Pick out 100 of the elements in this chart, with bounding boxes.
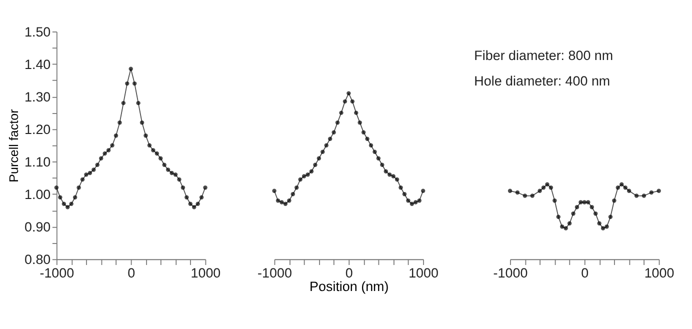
point <box>656 188 661 193</box>
point <box>586 200 590 204</box>
point <box>361 130 366 134</box>
point <box>158 156 163 160</box>
point <box>358 120 362 125</box>
x-tick-label: 0 <box>581 266 589 281</box>
point <box>394 177 400 182</box>
point <box>136 100 140 106</box>
point <box>177 177 182 182</box>
y-tick-label: 1.40 <box>24 56 51 72</box>
point <box>578 200 583 204</box>
point <box>324 143 328 148</box>
point <box>184 195 189 200</box>
point <box>316 156 322 160</box>
y-tick-label: 1.00 <box>24 187 51 202</box>
point <box>620 182 624 186</box>
y-axis-title: Purcell factor <box>7 109 22 182</box>
point <box>290 192 295 196</box>
x-tick-label: -1000 <box>493 266 528 281</box>
point <box>188 202 192 206</box>
point <box>600 226 606 230</box>
point <box>574 205 580 210</box>
x-tick-label: -1000 <box>40 266 74 281</box>
point <box>306 172 310 177</box>
y-tick-label: 1.10 <box>24 154 51 170</box>
point <box>548 186 554 190</box>
point <box>380 162 384 167</box>
point <box>332 130 336 134</box>
point <box>552 198 557 203</box>
x-tick-label: 0 <box>128 266 136 281</box>
point <box>346 91 351 96</box>
point <box>76 186 81 190</box>
point <box>608 214 613 219</box>
point <box>302 174 306 178</box>
point <box>420 188 426 193</box>
point <box>590 205 594 210</box>
point <box>342 99 348 104</box>
x-tick-label: 1000 <box>644 266 674 281</box>
point <box>166 168 170 172</box>
point <box>88 170 92 176</box>
point <box>604 224 609 229</box>
y-tick-label: 1.20 <box>24 122 51 138</box>
point <box>69 202 74 206</box>
point <box>147 143 152 148</box>
point <box>593 212 598 216</box>
point <box>414 200 418 204</box>
point <box>335 120 340 125</box>
point <box>128 66 133 72</box>
point <box>121 100 126 106</box>
point <box>616 186 620 190</box>
point <box>95 162 100 167</box>
point <box>354 110 358 115</box>
point <box>140 120 144 125</box>
point <box>515 190 520 195</box>
point <box>339 110 344 115</box>
point <box>522 194 528 198</box>
point <box>62 202 66 206</box>
point <box>272 188 276 193</box>
point <box>388 172 392 177</box>
point <box>368 143 374 148</box>
point <box>151 148 156 152</box>
point <box>283 202 288 206</box>
point <box>410 202 414 206</box>
point <box>170 170 174 176</box>
point <box>180 186 186 190</box>
point <box>623 186 628 190</box>
annotation: Fiber diameter: 800 nm <box>474 48 614 64</box>
x-tick-label: 0 <box>345 266 353 281</box>
point <box>125 81 130 86</box>
point <box>99 156 104 160</box>
point <box>92 168 96 172</box>
annotation: Hole diameter: 400 nm <box>474 73 610 88</box>
point <box>144 133 148 138</box>
point <box>58 195 62 200</box>
point <box>106 148 111 152</box>
point <box>313 162 318 167</box>
point <box>298 177 302 182</box>
point <box>276 198 280 203</box>
point <box>320 150 325 154</box>
x-tick-label: 1000 <box>190 266 221 281</box>
point <box>571 212 576 216</box>
point <box>192 205 196 210</box>
point <box>328 136 332 141</box>
point <box>372 150 377 154</box>
point <box>84 172 88 177</box>
y-tick-label: 1.50 <box>24 24 51 40</box>
point <box>406 198 410 203</box>
point <box>173 172 178 177</box>
x-axis-title: Position (nm) <box>310 279 389 294</box>
point <box>634 194 639 198</box>
point <box>612 198 616 203</box>
point <box>66 205 70 210</box>
point <box>203 186 208 190</box>
point <box>154 151 160 156</box>
point <box>102 151 107 156</box>
point <box>132 81 137 86</box>
point <box>626 188 632 193</box>
point <box>280 200 284 204</box>
y-tick-label: 1.30 <box>24 89 51 104</box>
point <box>597 221 602 226</box>
